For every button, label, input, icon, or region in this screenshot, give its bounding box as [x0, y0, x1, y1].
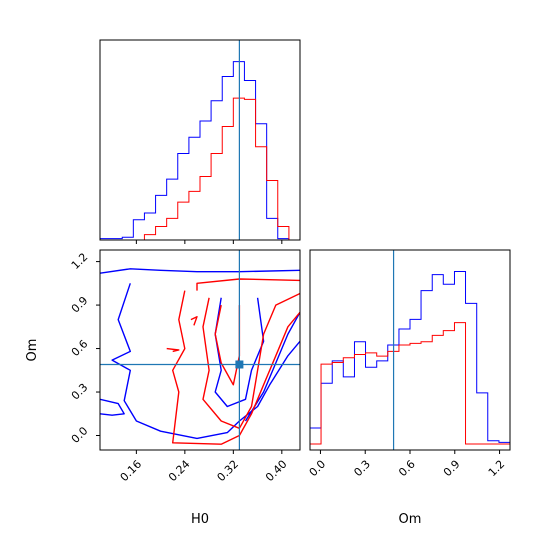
contour-series-0-level-0 — [100, 268, 300, 274]
contour-series-1-level-3 — [214, 304, 241, 386]
x-axis-label-om: Om — [399, 512, 422, 527]
om-x-tick-label-3: 0.9 — [441, 458, 463, 480]
x-axis-label-h0: H0 — [191, 512, 209, 527]
om-histogram-frame — [309, 249, 511, 451]
h0-x-tick-label-1: 0.24 — [166, 458, 193, 485]
om-x-tick-label-2: 0.6 — [396, 458, 418, 480]
om-x-tick-label-1: 0.3 — [351, 458, 373, 480]
h0-histogram-series-1 — [100, 97, 300, 241]
contour-series-1-level-5 — [166, 347, 180, 353]
om-y-tick-label-4: 1.2 — [69, 250, 91, 272]
om-x-tick-label-4: 1.2 — [486, 458, 508, 480]
om-y-tick-label-0: 0.0 — [69, 424, 91, 446]
h0-histogram-frame — [99, 39, 301, 241]
joint-contours — [100, 268, 300, 445]
h0-histogram-panel — [99, 39, 301, 244]
y-axis-label-om: Om — [25, 339, 40, 362]
om-y-tick-label-3: 0.9 — [69, 294, 91, 316]
contour-series-1-level-1 — [172, 290, 300, 445]
contour-series-0-level-1 — [111, 283, 300, 440]
om-histogram-series-1 — [309, 322, 511, 450]
contour-series-1-level-4 — [190, 316, 198, 326]
joint-truth-marker — [235, 360, 244, 369]
om-y-tick-label-2: 0.6 — [69, 337, 91, 359]
joint-frame — [99, 249, 301, 451]
contour-series-0-level-4 — [244, 311, 300, 422]
om-x-tick-label-0: 0.0 — [307, 458, 329, 480]
h0-histogram-series-0 — [99, 61, 300, 241]
h0-x-tick-label-3: 0.40 — [263, 458, 290, 485]
om-y-tick-label-1: 0.3 — [69, 381, 91, 403]
om-histogram-panel: 0.0 0.3 0.6 0.9 1.2 — [307, 249, 511, 480]
h0-x-tick-label-0: 0.16 — [118, 458, 145, 485]
om-histogram-series-0 — [309, 270, 511, 450]
h0-om-contour-panel: 0.16 0.24 0.32 0.40 0.0 0.3 0.6 0.9 1.2 — [69, 249, 301, 485]
contour-series-0-level-2 — [100, 398, 125, 416]
contour-series-1-level-0 — [196, 278, 300, 291]
h0-x-tick-label-2: 0.32 — [215, 458, 242, 485]
